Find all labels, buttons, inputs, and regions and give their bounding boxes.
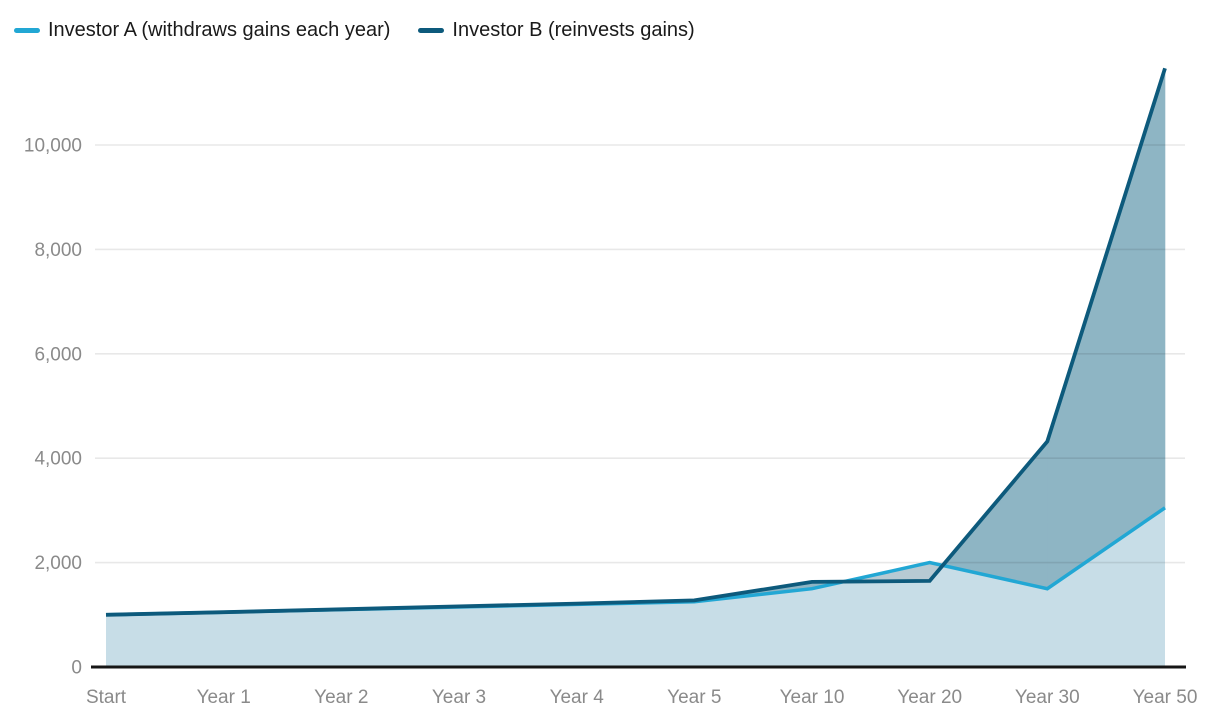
x-tick-label-8: Year 30 xyxy=(1015,687,1080,708)
legend-item-investor-a: Investor A (withdraws gains each year) xyxy=(14,19,390,42)
x-tick-label-3: Year 3 xyxy=(432,687,486,708)
area-under-lower-line xyxy=(106,507,1165,667)
legend-label-investor-a: Investor A (withdraws gains each year) xyxy=(48,19,391,41)
x-tick-label-4: Year 4 xyxy=(550,687,605,708)
y-tick-label-0: 0 xyxy=(71,658,82,679)
x-tick-label-0: Start xyxy=(86,687,127,708)
legend-item-investor-b: Investor B (reinvests gains) xyxy=(418,19,695,42)
y-tick-label-10000: 10,000 xyxy=(24,136,82,157)
x-tick-label-9: Year 50 xyxy=(1133,687,1198,708)
x-tick-label-2: Year 2 xyxy=(314,687,368,708)
area-b-above-a xyxy=(942,440,1048,590)
x-tick-label-6: Year 10 xyxy=(780,687,845,708)
y-tick-label-4000: 4,000 xyxy=(34,449,82,470)
legend-swatch-investor-b-icon xyxy=(418,28,445,33)
legend: Investor A (withdraws gains each year) I… xyxy=(14,19,695,42)
line-investor-b xyxy=(105,67,1167,617)
x-tick-label-7: Year 20 xyxy=(897,687,962,708)
y-tick-label-2000: 2,000 xyxy=(34,553,82,574)
legend-swatch-investor-a-icon xyxy=(14,28,40,33)
x-tick-label-5: Year 5 xyxy=(667,687,721,708)
x-tick-label-1: Year 1 xyxy=(197,687,251,708)
area-b-above-a xyxy=(1047,68,1166,590)
y-tick-label-6000: 6,000 xyxy=(34,344,82,365)
legend-label-investor-b: Investor B (reinvests gains) xyxy=(452,19,695,41)
y-tick-label-8000: 8,000 xyxy=(34,240,82,261)
